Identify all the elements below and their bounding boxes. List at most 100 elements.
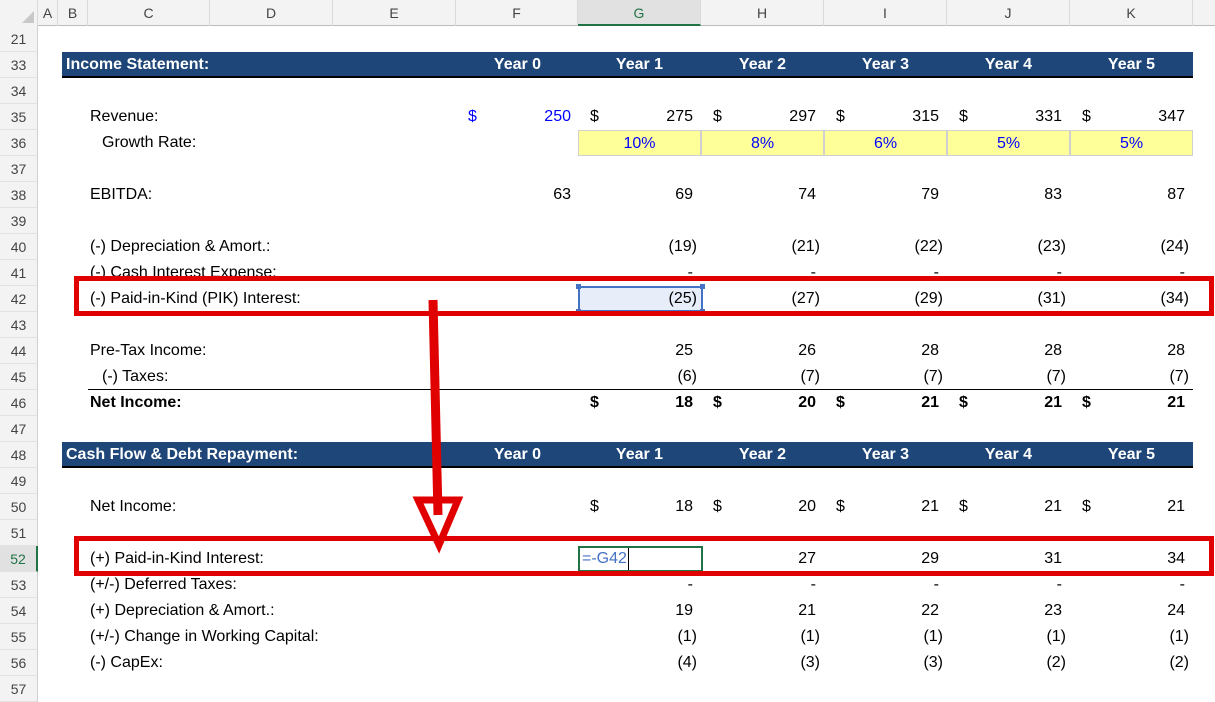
cell-value[interactable]: 275: [666, 108, 693, 125]
row-header-38[interactable]: 38: [0, 182, 38, 208]
cell-value[interactable]: 21: [921, 394, 939, 411]
column-header-J[interactable]: J: [947, 0, 1070, 26]
row-header-39[interactable]: 39: [0, 208, 38, 234]
cell-value[interactable]: (1): [800, 628, 820, 645]
row-header-45[interactable]: 45: [0, 364, 38, 390]
cell-value[interactable]: -: [1056, 576, 1062, 593]
cell-value[interactable]: (25): [668, 290, 697, 307]
cell-value[interactable]: -: [810, 576, 816, 593]
growth-rate-input-cell[interactable]: 6%: [824, 130, 947, 156]
cell-value[interactable]: 83: [1044, 186, 1062, 203]
cell-value[interactable]: (29): [914, 290, 943, 307]
row-header-42[interactable]: 42: [0, 286, 38, 312]
cell-value[interactable]: 21: [1167, 498, 1185, 515]
cell-value[interactable]: (6): [677, 368, 697, 385]
cell-value[interactable]: 69: [675, 186, 693, 203]
cell-value[interactable]: 26: [798, 342, 816, 359]
cell-value[interactable]: 31: [1044, 550, 1062, 567]
row-header-43[interactable]: 43: [0, 312, 38, 338]
formula-text[interactable]: =-G42: [582, 548, 629, 570]
cell-value[interactable]: 23: [1044, 602, 1062, 619]
cell-value[interactable]: 21: [798, 602, 816, 619]
cell-value[interactable]: 297: [789, 108, 816, 125]
cell-value[interactable]: (7): [1169, 368, 1189, 385]
cell-value[interactable]: (24): [1160, 238, 1189, 255]
column-header-E[interactable]: E: [333, 0, 456, 26]
cell-value[interactable]: (1): [1169, 628, 1189, 645]
cell-value[interactable]: -: [933, 264, 939, 281]
cell-value[interactable]: 18: [675, 498, 693, 515]
column-header-A[interactable]: A: [38, 0, 58, 26]
row-header-36[interactable]: 36: [0, 130, 38, 156]
cell-value[interactable]: 250: [544, 108, 571, 125]
cell-value[interactable]: 74: [798, 186, 816, 203]
row-header-21[interactable]: 21: [0, 26, 38, 52]
cell-value[interactable]: 21: [1044, 394, 1062, 411]
row-header-47[interactable]: 47: [0, 416, 38, 442]
row-header-55[interactable]: 55: [0, 624, 38, 650]
row-header-33[interactable]: 33: [0, 52, 38, 78]
cell-value[interactable]: 27: [798, 550, 816, 567]
row-header-50[interactable]: 50: [0, 494, 38, 520]
row-header-46[interactable]: 46: [0, 390, 38, 416]
select-all-button[interactable]: [0, 0, 38, 26]
cell-value[interactable]: (1): [677, 628, 697, 645]
row-header-41[interactable]: 41: [0, 260, 38, 286]
cell-value[interactable]: (27): [791, 290, 820, 307]
row-header-35[interactable]: 35: [0, 104, 38, 130]
cell-value[interactable]: (3): [923, 654, 943, 671]
column-header-K[interactable]: K: [1070, 0, 1193, 26]
cell-value[interactable]: 24: [1167, 602, 1185, 619]
cell-value[interactable]: (1): [1046, 628, 1066, 645]
growth-rate-input-cell[interactable]: 5%: [1070, 130, 1193, 156]
cell-value[interactable]: -: [933, 576, 939, 593]
cell-value[interactable]: -: [810, 264, 816, 281]
row-header-49[interactable]: 49: [0, 468, 38, 494]
row-header-56[interactable]: 56: [0, 650, 38, 676]
cell-value[interactable]: -: [687, 264, 693, 281]
row-header-54[interactable]: 54: [0, 598, 38, 624]
cell-value[interactable]: (3): [800, 654, 820, 671]
column-header-C[interactable]: C: [88, 0, 210, 26]
growth-rate-input-cell[interactable]: 10%: [578, 130, 701, 156]
row-header-37[interactable]: 37: [0, 156, 38, 182]
cell-value[interactable]: 331: [1035, 108, 1062, 125]
cell-value[interactable]: -: [1056, 264, 1062, 281]
cell-value[interactable]: (22): [914, 238, 943, 255]
column-header-G[interactable]: G: [578, 0, 701, 26]
row-header-34[interactable]: 34: [0, 78, 38, 104]
row-header-53[interactable]: 53: [0, 572, 38, 598]
cell-value[interactable]: (7): [1046, 368, 1066, 385]
cell-value[interactable]: (2): [1046, 654, 1066, 671]
range-handle[interactable]: [576, 284, 581, 289]
cell-value[interactable]: 21: [1167, 394, 1185, 411]
cell-value[interactable]: (7): [800, 368, 820, 385]
cell-value[interactable]: (23): [1037, 238, 1066, 255]
cell-value[interactable]: 25: [675, 342, 693, 359]
growth-rate-input-cell[interactable]: 5%: [947, 130, 1070, 156]
cell-value[interactable]: -: [1179, 576, 1185, 593]
row-header-52[interactable]: 52: [0, 546, 38, 572]
cell-value[interactable]: 29: [921, 550, 939, 567]
cell-value[interactable]: (19): [668, 238, 697, 255]
cell-value[interactable]: 347: [1158, 108, 1185, 125]
cell-value[interactable]: 28: [921, 342, 939, 359]
cell-value[interactable]: 21: [921, 498, 939, 515]
cell-value[interactable]: (31): [1037, 290, 1066, 307]
column-header-B[interactable]: B: [58, 0, 88, 26]
cell-value[interactable]: 21: [1044, 498, 1062, 515]
cell-value[interactable]: 87: [1167, 186, 1185, 203]
range-handle[interactable]: [700, 284, 705, 289]
cell-value[interactable]: (1): [923, 628, 943, 645]
column-header-F[interactable]: F: [456, 0, 578, 26]
cell-value[interactable]: (34): [1160, 290, 1189, 307]
cell-value[interactable]: (21): [791, 238, 820, 255]
cell-value[interactable]: 28: [1044, 342, 1062, 359]
cell-value[interactable]: (2): [1169, 654, 1189, 671]
row-header-44[interactable]: 44: [0, 338, 38, 364]
cell-value[interactable]: -: [1179, 264, 1185, 281]
cell-value[interactable]: 63: [553, 186, 571, 203]
row-header-48[interactable]: 48: [0, 442, 38, 468]
growth-rate-input-cell[interactable]: 8%: [701, 130, 824, 156]
column-header-H[interactable]: H: [701, 0, 824, 26]
